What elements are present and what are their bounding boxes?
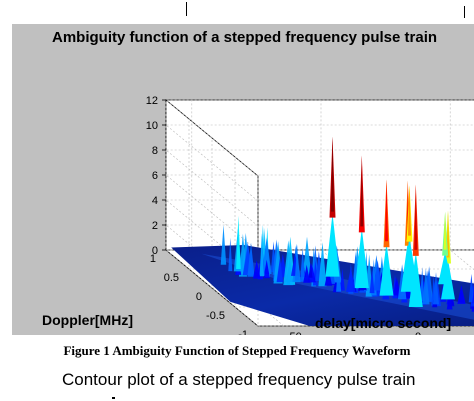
surface-ridge xyxy=(419,267,425,302)
surface-ridge xyxy=(446,291,453,310)
delay-tick-label: 0 xyxy=(415,331,421,335)
y-axis-label: Doppler[MHz] xyxy=(42,312,133,328)
surface-ridge xyxy=(259,233,264,277)
z-tick-label: 4 xyxy=(152,195,158,207)
surface-ridge xyxy=(236,215,241,269)
surface-ridge xyxy=(393,277,400,296)
surface-ridge xyxy=(252,260,261,279)
peak-marks xyxy=(325,136,455,307)
z-tick-label: 6 xyxy=(152,170,158,182)
z-tick-label: 2 xyxy=(152,220,158,232)
crop-mark-bottom xyxy=(112,397,115,399)
surface-ridges xyxy=(220,215,474,312)
doppler-tick-label: 0 xyxy=(196,291,202,303)
surface-ridge xyxy=(318,242,327,287)
doppler-gridline xyxy=(211,138,474,289)
chart-title: Ambiguity function of a stepped frequenc… xyxy=(52,29,438,46)
z-gridline xyxy=(165,174,474,252)
surface-ridge xyxy=(302,236,312,280)
delay-tick-label: -50 xyxy=(286,331,302,335)
surface-ridge xyxy=(369,267,375,294)
doppler-tick-label: 1 xyxy=(150,253,156,265)
surface-ridge xyxy=(294,244,300,281)
peak-6 xyxy=(402,185,417,281)
z-tick-label: 10 xyxy=(146,120,158,132)
x-axis-label: delay[micro second] xyxy=(315,315,452,331)
doppler-tick-label: -0.5 xyxy=(206,310,225,322)
grid-lines xyxy=(165,99,474,327)
surface-ridge xyxy=(471,289,474,304)
surface-ridge xyxy=(228,237,233,272)
z-gridline xyxy=(165,124,474,202)
surface-ridge xyxy=(373,260,382,291)
surface-ridge xyxy=(346,267,356,292)
z-gridline xyxy=(165,224,474,302)
z-gridline xyxy=(165,99,474,177)
z-gridline xyxy=(165,149,474,227)
surface-ridge xyxy=(468,273,474,303)
z-gridline xyxy=(165,249,474,327)
figure-caption: Figure 1 Ambiguity Function of Stepped F… xyxy=(63,343,411,358)
surface-ridge xyxy=(247,242,255,277)
doppler-tick-label: -1 xyxy=(238,329,248,335)
surface-ridge xyxy=(432,272,439,305)
surface-ridge xyxy=(308,262,313,278)
surface-ridge xyxy=(300,247,306,282)
surface-ridge xyxy=(339,268,345,291)
surface-ridge xyxy=(422,268,430,305)
surface-ridge xyxy=(324,268,333,286)
surface-ridge xyxy=(457,285,466,304)
surface-ridge xyxy=(276,257,284,283)
crop-mark-right xyxy=(464,6,465,18)
peak-3 xyxy=(379,179,394,296)
crop-mark-left xyxy=(186,2,187,16)
doppler-tick-label: 0.5 xyxy=(164,272,179,284)
z-tick-label: 12 xyxy=(146,95,158,107)
surface-ridge xyxy=(263,259,270,279)
surface-ridge xyxy=(283,240,294,286)
z-tick-label: 8 xyxy=(152,145,158,157)
doppler-gridline xyxy=(188,119,474,270)
peak-8 xyxy=(438,211,453,285)
doppler-gridline xyxy=(257,176,474,327)
peak-1 xyxy=(325,136,340,277)
surface-ridge xyxy=(261,237,272,274)
next-figure-title: Contour plot of a stepped frequency puls… xyxy=(62,370,416,389)
z-tick-label: 0 xyxy=(152,245,158,257)
z-gridline xyxy=(165,199,474,277)
doppler-gridline xyxy=(234,157,474,308)
surface-ridge xyxy=(220,224,227,265)
peak-2 xyxy=(354,155,369,288)
surface-ridge xyxy=(303,264,311,283)
